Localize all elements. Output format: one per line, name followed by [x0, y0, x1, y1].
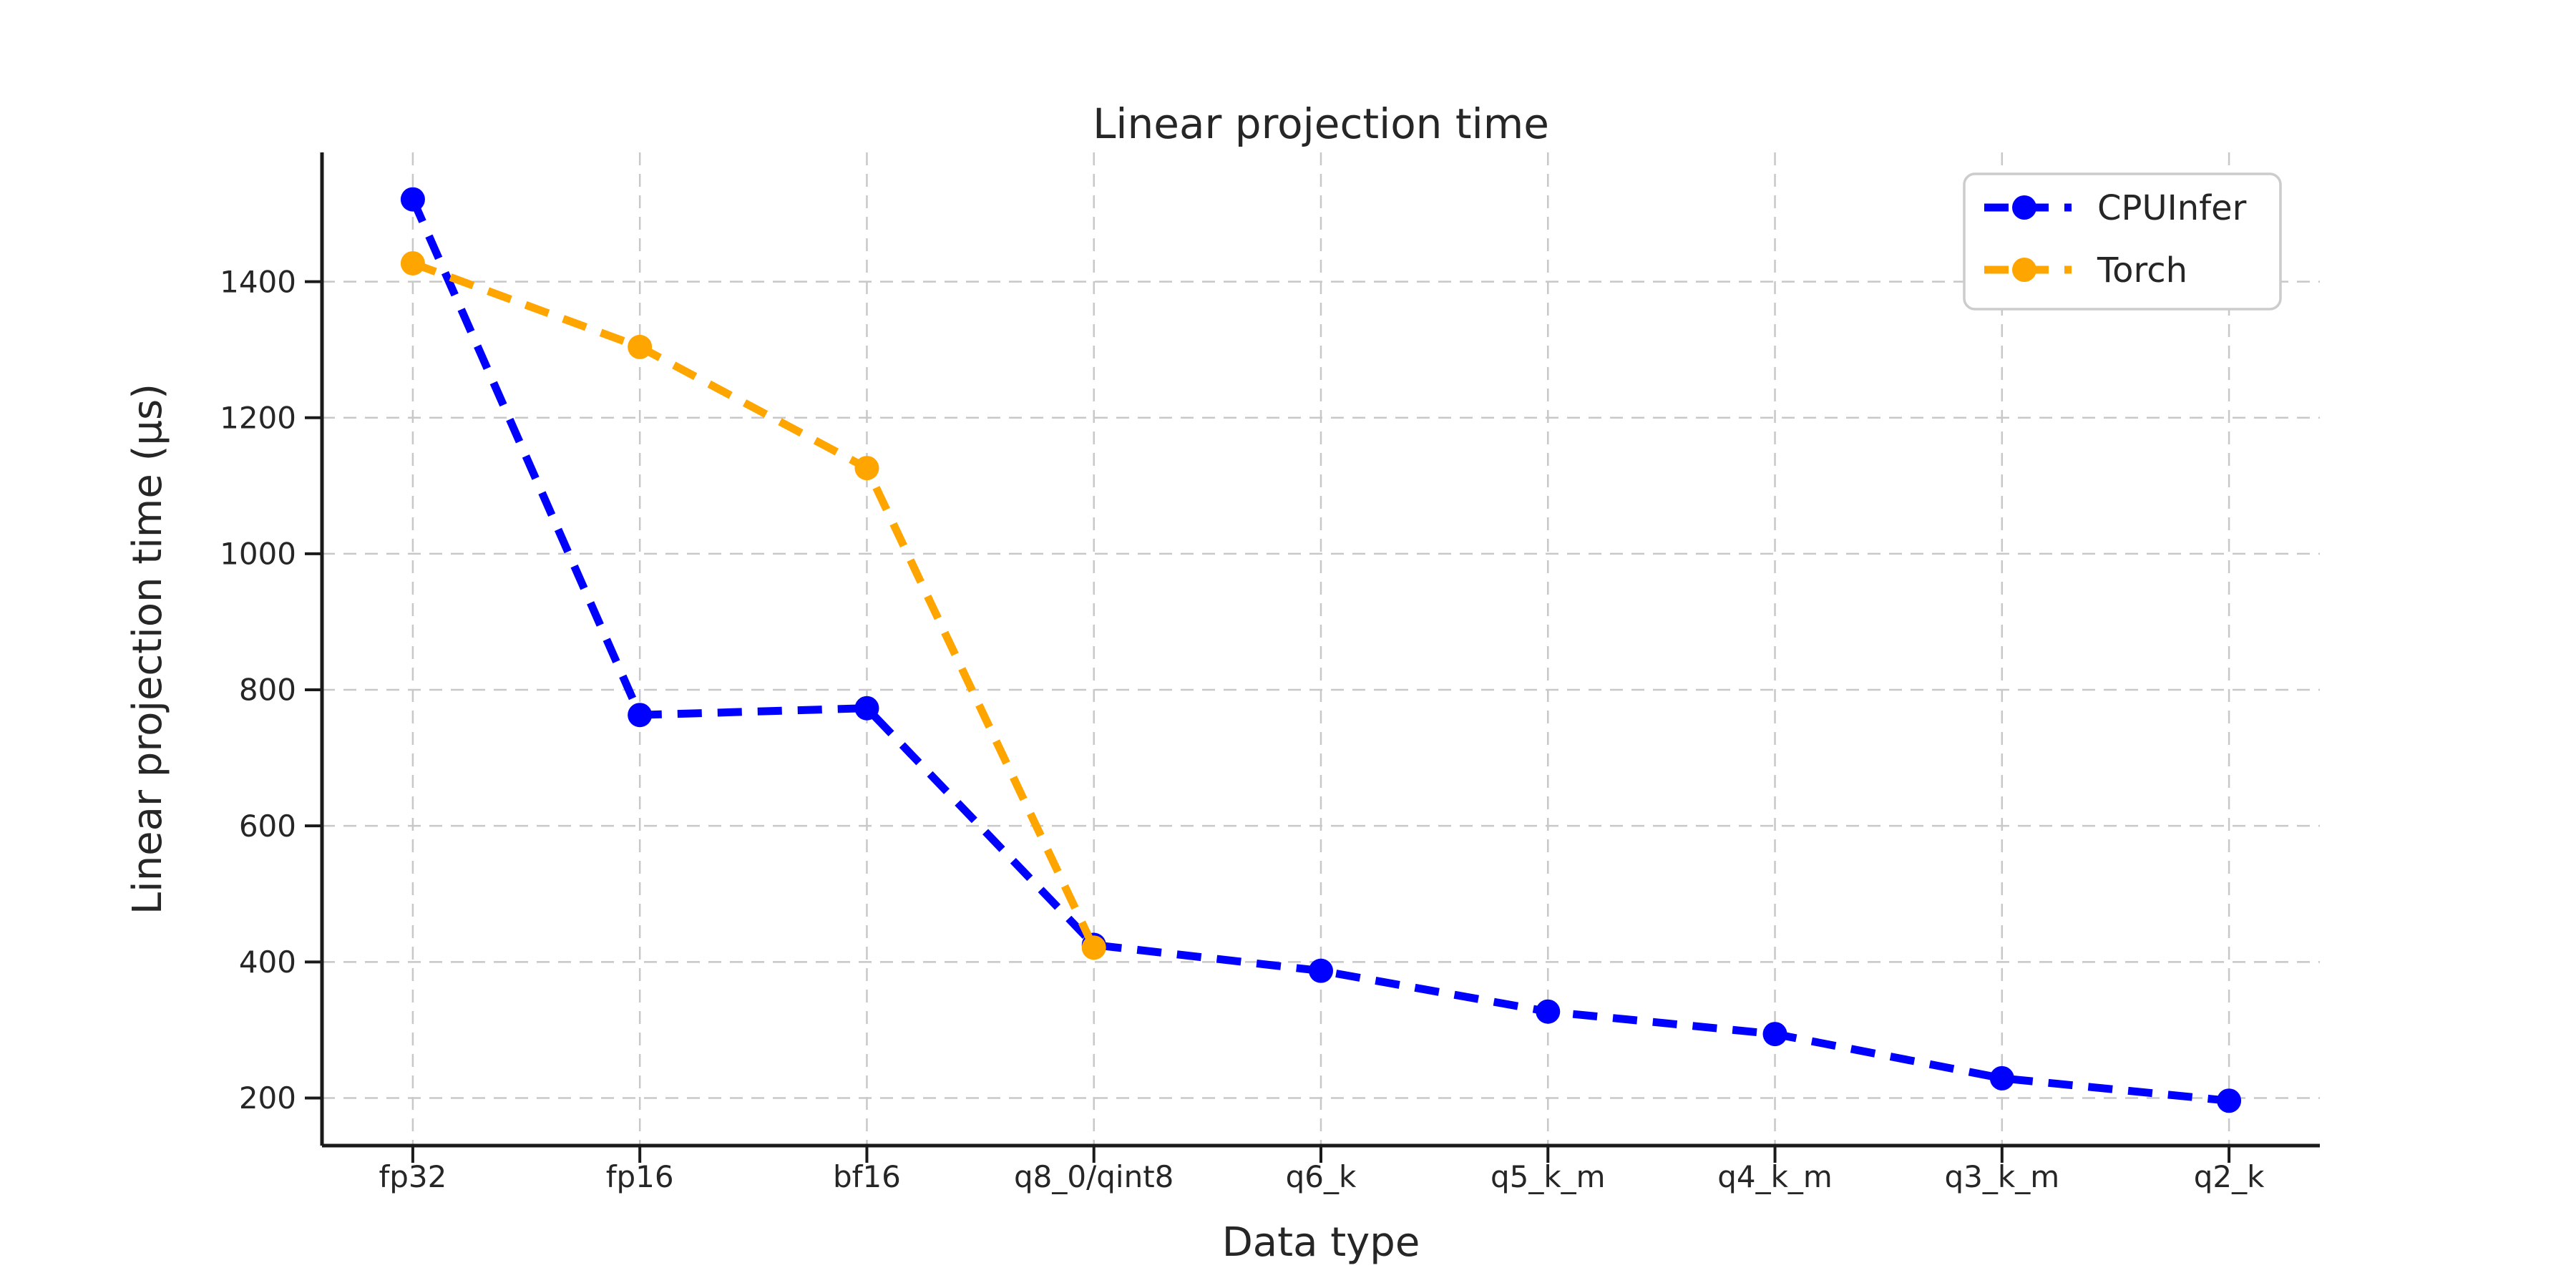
data-point [1309, 958, 1333, 983]
y-tick-label: 800 [239, 673, 296, 708]
x-axis-label: Data type [1222, 1219, 1420, 1266]
y-axis-label: Linear projection time (μs) [125, 384, 171, 914]
legend-marker [2012, 258, 2036, 282]
series-Torch [400, 250, 1106, 960]
x-tick-label: q8_0/qint8 [1014, 1159, 1174, 1194]
data-point [854, 696, 879, 721]
legend-entry-CPUInfer: CPUInfer [1984, 188, 2247, 228]
data-point [1989, 1065, 2014, 1091]
data-point [854, 456, 879, 481]
x-tick-label: q5_k_m [1491, 1159, 1606, 1194]
legend: CPUInfer Torch [1963, 172, 2282, 311]
plot-area: 200 400 600 800 1000 1200 1400 fp32 fp16 bf16 q8_0… [220, 152, 2320, 1194]
data-point [1762, 1022, 1787, 1047]
y-tick-label: 1000 [220, 537, 296, 572]
data-point [400, 250, 425, 275]
data-point [1081, 935, 1106, 960]
legend-entry-Torch: Torch [1984, 250, 2187, 291]
x-tick-label: fp32 [379, 1159, 447, 1194]
data-point [628, 703, 653, 728]
data-point [1536, 999, 1561, 1024]
axes: 200 400 600 800 1000 1200 1400 fp32 fp16 bf16 q8_0… [220, 152, 2320, 1194]
data-point [400, 187, 425, 212]
legend-marker [2012, 195, 2036, 220]
data-point [2217, 1088, 2242, 1113]
chart-title: Linear projection time [1093, 99, 1549, 148]
x-tick-label: q6_k [1286, 1159, 1357, 1194]
y-tick-label: 600 [239, 809, 296, 844]
x-tick-label: bf16 [833, 1159, 901, 1194]
y-tick-label: 1200 [220, 400, 296, 435]
x-tick-label: q4_k_m [1717, 1159, 1833, 1194]
x-tick-label: fp16 [606, 1159, 674, 1194]
x-tick-label: q2_k [2194, 1159, 2265, 1194]
y-tick-label: 1400 [220, 264, 296, 299]
legend-label: Torch [2097, 250, 2187, 291]
series-line [411, 259, 1098, 950]
y-tick-label: 200 [239, 1080, 296, 1116]
x-tick-label: q3_k_m [1945, 1159, 2060, 1194]
data-point [628, 334, 653, 359]
y-tick-label: 400 [239, 945, 296, 980]
legend-label: CPUInfer [2097, 188, 2247, 228]
